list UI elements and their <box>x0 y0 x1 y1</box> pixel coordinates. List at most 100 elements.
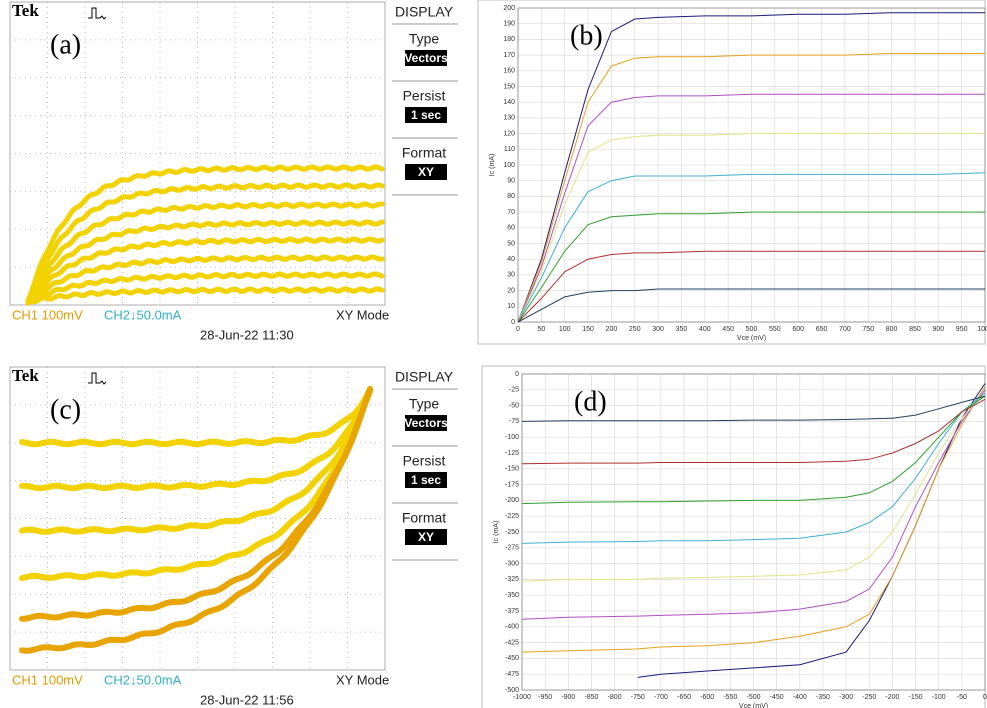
y-tick-label: 70 <box>507 209 515 216</box>
menu-value: Vectors <box>404 51 448 65</box>
y-tick-label: 150 <box>503 83 515 90</box>
y-tick-label: -275 <box>505 545 519 552</box>
x-tick-label: -950 <box>538 694 552 701</box>
x-tick-label: 150 <box>582 326 594 333</box>
y-tick-label: -125 <box>505 450 519 457</box>
x-tick-label: 0 <box>516 326 520 333</box>
y-tick-label: 60 <box>507 225 515 232</box>
y-tick-label: 50 <box>507 240 515 247</box>
y-tick-label: -225 <box>505 513 519 520</box>
y-tick-label: 100 <box>503 162 515 169</box>
y-tick-label: -450 <box>505 655 519 662</box>
y-tick-label: 110 <box>504 146 515 153</box>
x-tick-label: 600 <box>792 326 804 333</box>
y-tick-label: -300 <box>505 560 519 567</box>
y-tick-label: 0 <box>511 319 515 326</box>
x-tick-label: -650 <box>677 694 691 701</box>
menu-value: Vectors <box>404 416 448 430</box>
x-tick-label: -200 <box>885 694 899 701</box>
panel-label: (c) <box>50 394 81 425</box>
menu-label: Format <box>402 145 446 161</box>
timestamp: 28-Jun-22 11:30 <box>200 327 294 342</box>
menu-label: Persist <box>403 453 446 469</box>
y-tick-label: -200 <box>505 497 519 504</box>
x-tick-label: -100 <box>932 694 946 701</box>
x-tick-label: 850 <box>909 326 921 333</box>
x-tick-label: -550 <box>723 694 737 701</box>
y-tick-label: -400 <box>505 624 519 631</box>
annotation: (b) <box>570 20 603 51</box>
y-tick-label: 180 <box>503 36 515 43</box>
y-tick-label: -425 <box>505 639 519 646</box>
menu-label: Type <box>409 31 440 47</box>
annotation: (d) <box>574 386 607 417</box>
x-tick-label: -50 <box>957 694 967 701</box>
y-tick-label: 10 <box>507 303 515 310</box>
x-tick-label: 650 <box>816 326 828 333</box>
x-tick-label: 350 <box>676 326 688 333</box>
y-tick-label: 140 <box>503 99 515 106</box>
timestamp: 28-Jun-22 11:56 <box>200 692 294 707</box>
y-tick-label: 200 <box>503 5 515 12</box>
x-tick-label: -850 <box>584 694 598 701</box>
y-tick-label: 90 <box>507 178 515 185</box>
x-tick-label: 550 <box>769 326 781 333</box>
y-tick-label: -150 <box>505 466 519 473</box>
y-tick-label: 190 <box>503 21 515 28</box>
mode: XY Mode <box>336 307 389 322</box>
x-tick-label: -150 <box>909 694 923 701</box>
x-tick-label: 300 <box>652 326 664 333</box>
menu-label: Type <box>409 396 440 412</box>
panel-label: (a) <box>50 29 81 60</box>
x-tick-label: -450 <box>770 694 784 701</box>
y-tick-label: 0 <box>515 371 519 378</box>
x-tick-label: -700 <box>654 694 668 701</box>
ch1-setting: CH1 100mV <box>12 307 83 322</box>
mode: XY Mode <box>336 672 389 687</box>
x-tick-label: 1000 <box>977 326 987 333</box>
y-tick-label: -375 <box>505 608 519 615</box>
y-tick-label: 20 <box>507 287 515 294</box>
y-tick-label: 160 <box>503 68 515 75</box>
ch2-setting: CH2↓50.0mA <box>104 672 182 687</box>
y-tick-label: -100 <box>505 434 519 441</box>
y-tick-label: 80 <box>507 193 515 200</box>
menu-value: XY <box>418 530 434 544</box>
x-tick-label: -600 <box>700 694 714 701</box>
y-tick-label: -500 <box>505 687 519 694</box>
y-tick-label: -475 <box>505 671 519 678</box>
x-tick-label: 200 <box>606 326 618 333</box>
x-tick-label: 700 <box>839 326 851 333</box>
y-tick-label: -250 <box>505 529 519 536</box>
y-tick-label: 130 <box>503 115 515 122</box>
x-tick-label: -500 <box>746 694 760 701</box>
x-axis-label: Vce (mV) <box>737 335 766 342</box>
menu-title: DISPLAY <box>395 369 454 385</box>
y-tick-label: 30 <box>507 272 515 279</box>
y-tick-label: -175 <box>505 481 519 488</box>
ch1-setting: CH1 100mV <box>12 672 83 687</box>
y-tick-label: 40 <box>507 256 515 263</box>
plot-frame <box>482 366 985 708</box>
x-tick-label: -250 <box>862 694 876 701</box>
x-tick-label: 950 <box>956 326 968 333</box>
x-tick-label: 250 <box>629 326 641 333</box>
page: Tek (a) DISPLAY Type Vectors Persist 1 sec Form… <box>0 0 987 708</box>
x-tick-label: 900 <box>932 326 944 333</box>
x-axis-label: Vce (mV) <box>739 703 768 708</box>
y-tick-label: -25 <box>509 387 519 394</box>
y-tick-label: -75 <box>509 418 519 425</box>
figure: Tek (a) DISPLAY Type Vectors Persist 1 sec Form… <box>0 0 987 708</box>
x-tick-label: -1000 <box>513 694 531 701</box>
y-tick-label: 120 <box>503 130 515 137</box>
menu-value: 1 sec <box>411 473 441 487</box>
x-tick-label: -400 <box>793 694 807 701</box>
x-tick-label: 50 <box>537 326 545 333</box>
x-tick-label: -750 <box>631 694 645 701</box>
brand: Tek <box>12 1 39 20</box>
brand: Tek <box>12 366 39 385</box>
x-tick-label: -350 <box>816 694 830 701</box>
ch2-setting: CH2↓50.0mA <box>104 307 182 322</box>
